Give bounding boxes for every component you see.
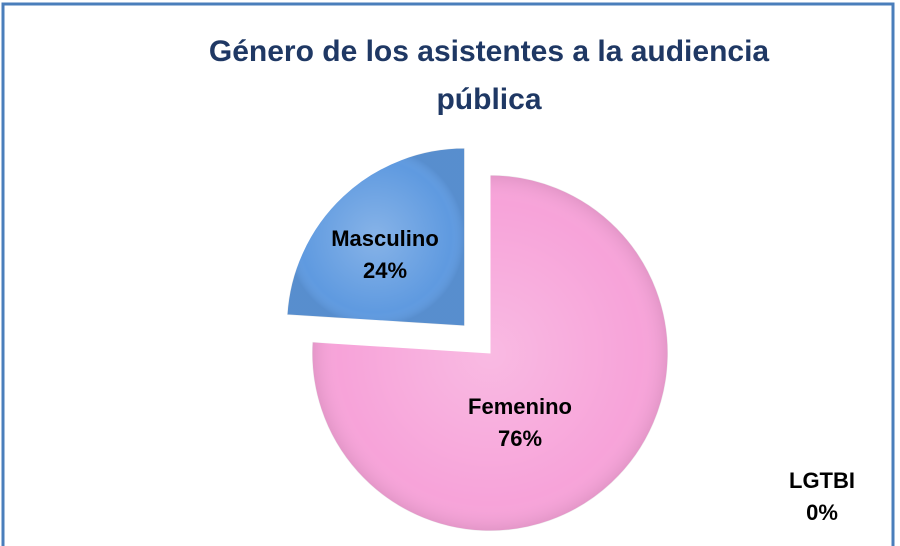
slice-shade (287, 148, 465, 327)
slice-value-label: 24% (363, 258, 407, 283)
labels: Femenino 76% Masculino 24% LGTBI 0% (331, 226, 855, 525)
slice-category: Femenino (468, 394, 572, 419)
slice-value-label: 76% (498, 426, 542, 451)
chart-title: Género de los asistentes a la audiencia … (208, 35, 770, 116)
slice-category: LGTBI (789, 468, 855, 493)
slice-shade (312, 175, 668, 532)
slice-value-label: 0% (806, 500, 838, 525)
pie (286, 147, 669, 532)
slice-category: Masculino (331, 226, 439, 251)
